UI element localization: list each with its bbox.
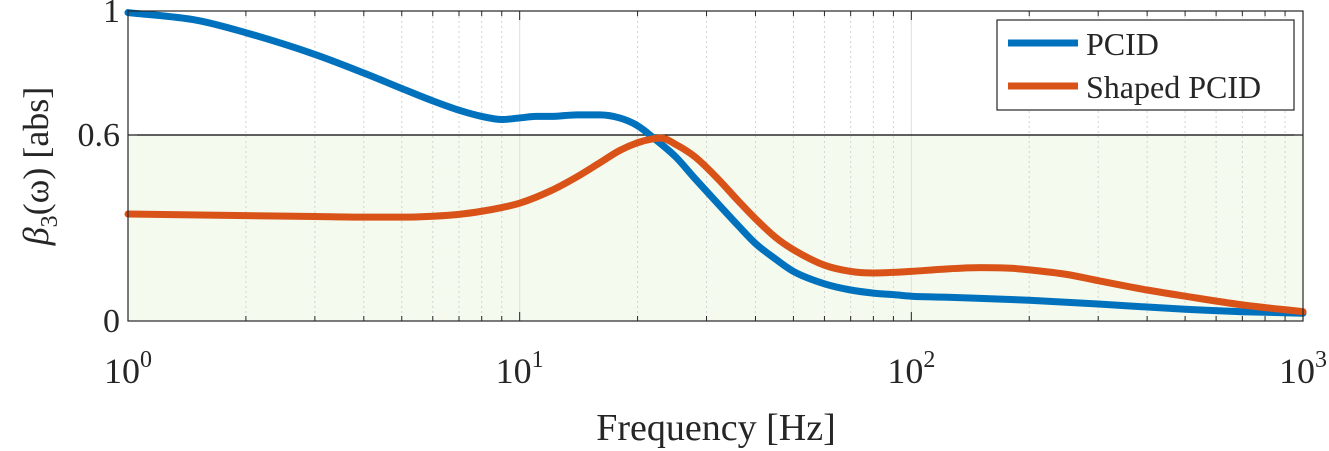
x-tick-label-exponent: 3 <box>1315 347 1327 373</box>
y-label-symbol: β <box>16 227 56 246</box>
y-tick-label: 1 <box>103 0 120 30</box>
legend: PCID Shaped PCID <box>996 19 1295 111</box>
legend-label-pcid: PCID <box>1086 26 1159 62</box>
y-label-rest: (ω) [abs] <box>16 87 56 216</box>
x-tick-label-base: 10 <box>1279 351 1315 391</box>
x-tick-label: 100 <box>104 347 152 391</box>
y-axis-label: β3(ω) [abs] <box>16 87 63 247</box>
y-tick-labels: 00.61 <box>78 0 121 340</box>
series-line-pcid <box>124 9 1307 317</box>
x-tick-label-exponent: 0 <box>140 347 152 373</box>
x-tick-label-exponent: 1 <box>532 347 544 373</box>
series-layer <box>124 9 1307 317</box>
x-axis-label: Frequency [Hz] <box>596 407 836 449</box>
legend-label-shaped-pcid: Shaped PCID <box>1086 69 1261 105</box>
y-label-subscript: 3 <box>37 215 63 227</box>
y-tick-label: 0 <box>103 303 120 340</box>
x-tick-label: 103 <box>1279 347 1327 391</box>
y-tick-label: 0.6 <box>78 117 121 154</box>
x-tick-label-base: 10 <box>496 351 532 391</box>
x-tick-labels: 100 101 102 103 <box>104 347 1327 391</box>
x-tick-label: 102 <box>887 347 935 391</box>
legend-box <box>996 19 1295 111</box>
x-tick-label-base: 10 <box>887 351 923 391</box>
x-tick-label-exponent: 2 <box>923 347 935 373</box>
series-line-shaped-pcid <box>124 134 1307 316</box>
x-tick-label-base: 10 <box>104 351 140 391</box>
x-tick-label: 101 <box>496 347 544 391</box>
plot-frame <box>127 10 1304 322</box>
threshold-band <box>128 135 1303 321</box>
tick-layer <box>127 10 1303 322</box>
